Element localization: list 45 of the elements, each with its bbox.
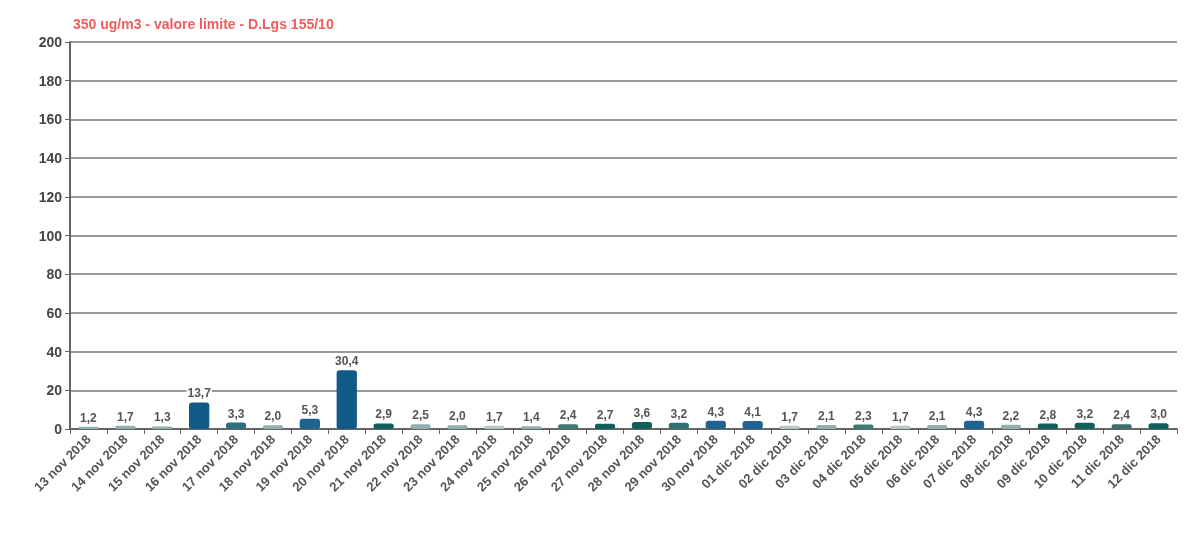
y-tick-label: 40 — [46, 343, 63, 360]
bar — [336, 370, 357, 429]
y-tick-label: 80 — [46, 266, 63, 283]
data-label: 30,4 — [335, 354, 359, 369]
data-label: 1,7 — [891, 409, 909, 424]
bar — [299, 418, 320, 429]
y-tick-label: 160 — [38, 111, 63, 128]
data-label: 2,0 — [264, 409, 282, 424]
y-tick-label: 100 — [38, 227, 63, 244]
data-label: 1,3 — [153, 410, 171, 425]
y-tick-label: 20 — [46, 382, 63, 399]
data-label: 1,4 — [522, 410, 540, 425]
y-tick-label: 180 — [38, 72, 63, 89]
data-label: 2,4 — [1113, 408, 1131, 423]
data-label: 3,6 — [633, 406, 651, 421]
data-label: 1,7 — [781, 409, 799, 424]
data-label: 3,2 — [1076, 406, 1094, 421]
data-label: 2,1 — [818, 408, 836, 423]
data-label: 2,2 — [1002, 408, 1020, 423]
data-label: 2,4 — [559, 408, 577, 423]
data-label: 2,9 — [375, 407, 393, 422]
data-label: 2,0 — [449, 409, 467, 424]
data-label: 3,0 — [1150, 407, 1168, 422]
y-tick-label: 140 — [38, 150, 63, 167]
data-label: 4,1 — [744, 405, 762, 420]
data-label: 4,3 — [965, 404, 983, 419]
bar — [189, 402, 210, 429]
data-label: 5,3 — [301, 402, 319, 417]
data-label: 2,8 — [1039, 407, 1057, 422]
data-label: 2,7 — [596, 407, 614, 422]
data-label: 2,1 — [928, 408, 946, 423]
data-label: 2,3 — [855, 408, 873, 423]
y-tick-label: 0 — [54, 421, 63, 437]
data-label: 1,2 — [80, 410, 98, 425]
y-tick-label: 200 — [38, 34, 63, 50]
data-label: 3,2 — [670, 406, 688, 421]
chart-title: 350 ug/m3 - valore limite - D.Lgs 155/10 — [73, 16, 334, 32]
data-label: 1,7 — [486, 409, 504, 424]
data-label: 1,7 — [117, 409, 135, 424]
data-label: 4,3 — [707, 404, 725, 419]
data-label: 13,7 — [187, 386, 212, 401]
y-tick-label: 60 — [46, 304, 63, 321]
data-label: 3,3 — [227, 406, 245, 421]
data-label: 2,5 — [412, 408, 430, 423]
y-tick-label: 120 — [38, 188, 63, 205]
